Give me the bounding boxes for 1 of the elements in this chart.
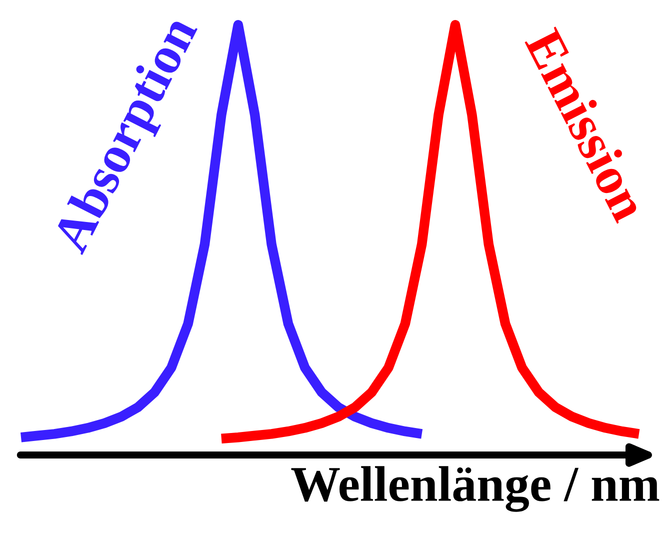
x-axis-title: Wellenlänge / nm <box>291 466 660 512</box>
